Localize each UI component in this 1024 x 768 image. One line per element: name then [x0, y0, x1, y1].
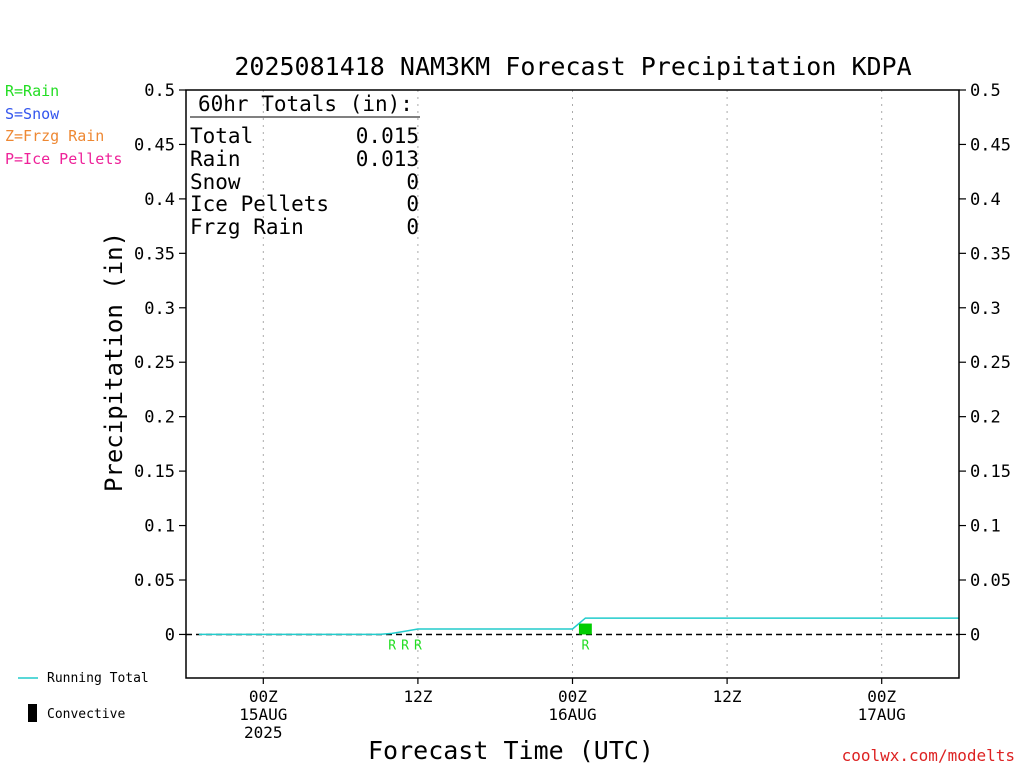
y-tick-label-right: 0.25	[970, 353, 1011, 373]
y-ticks-right: 0.5 0.45 0.4 0.35 0.3 0.25 0.2 0.15 0.1 0.05 0	[959, 81, 1011, 645]
y-tick-label-left: 0.35	[134, 244, 175, 264]
y-tick-label-right: 0.5	[970, 81, 1001, 101]
precip-type-marker: R	[581, 638, 589, 653]
legend-rain: R=Rain	[5, 82, 59, 100]
x-tick-label: 00Z	[558, 687, 587, 706]
x-tick-label: 17AUG	[858, 705, 906, 724]
y-tick-label-right: 0.2	[970, 408, 1001, 428]
totals-value-rain: 0.013	[356, 147, 419, 171]
totals-value-frzg-rain: 0	[406, 215, 419, 239]
x-tick-label: 00Z	[867, 687, 896, 706]
y-tick-label-right: 0.45	[970, 135, 1011, 155]
precip-type-marker: R	[388, 638, 396, 653]
precip-type-marker: R	[401, 638, 409, 653]
y-tick-label-left: 0.25	[134, 353, 175, 373]
totals-value-ice-pellets: 0	[406, 192, 419, 216]
x-tick-label: 12Z	[713, 687, 742, 706]
legend-frzg-rain: Z=Frzg Rain	[5, 127, 104, 145]
totals-label-snow: Snow	[190, 170, 241, 194]
x-tick-label: 15AUG	[239, 705, 287, 724]
totals-box: 60hr Totals (in): Total 0.015 Rain 0.013…	[190, 92, 420, 239]
totals-label-rain: Rain	[190, 147, 241, 171]
y-tick-label-right: 0.35	[970, 244, 1011, 264]
y-tick-label-left: 0.05	[134, 571, 175, 591]
convective-bars	[578, 623, 592, 635]
y-tick-label-right: 0.15	[970, 462, 1011, 482]
x-tick-label: 2025	[244, 723, 283, 742]
x-tick-label: 12Z	[403, 687, 432, 706]
precip-type-marker: R	[414, 638, 422, 653]
convective-legend-swatch	[28, 704, 37, 722]
running-total-line	[198, 617, 959, 636]
totals-value-snow: 0	[406, 170, 419, 194]
y-axis-label: Precipitation (in)	[100, 232, 128, 492]
convective-legend-label: Convective	[47, 707, 125, 722]
legend-ice-pellets: P=Ice Pellets	[5, 150, 122, 168]
totals-label-frzg-rain: Frzg Rain	[190, 215, 304, 239]
y-tick-label-left: 0.3	[144, 299, 175, 319]
totals-value-total: 0.015	[356, 124, 419, 148]
y-tick-label-left: 0.4	[144, 190, 175, 210]
legend-snow: S=Snow	[5, 105, 60, 123]
y-tick-label-left: 0.45	[134, 135, 175, 155]
y-tick-label-left: 0.15	[134, 462, 175, 482]
y-tick-label-right: 0.3	[970, 299, 1001, 319]
x-axis-label: Forecast Time (UTC)	[368, 736, 654, 765]
y-tick-label-left: 0	[165, 625, 175, 645]
x-tick-label: 00Z	[249, 687, 278, 706]
y-tick-label-right: 0	[970, 625, 980, 645]
y-tick-label-right: 0.1	[970, 517, 1001, 537]
y-tick-label-right: 0.4	[970, 190, 1001, 210]
totals-header: 60hr Totals (in):	[198, 92, 413, 116]
chart-title: 2025081418 NAM3KM Forecast Precipitation…	[234, 52, 911, 81]
y-ticks-left: 0.5 0.45 0.4 0.35 0.3 0.25 0.2 0.15 0.1 0.05 0	[134, 81, 186, 645]
y-tick-label-left: 0.5	[144, 81, 175, 101]
credit-text: coolwx.com/modelts	[842, 746, 1015, 765]
totals-label-ice-pellets: Ice Pellets	[190, 192, 329, 216]
totals-label-total: Total	[190, 124, 253, 148]
precip-bar	[578, 623, 592, 635]
y-tick-label-left: 0.2	[144, 408, 175, 428]
x-tick-label: 16AUG	[548, 705, 596, 724]
y-tick-label-left: 0.1	[144, 517, 175, 537]
grid-lines	[262, 90, 883, 678]
plot-frame	[185, 89, 960, 679]
y-tick-label-right: 0.05	[970, 571, 1011, 591]
running-total-legend-label: Running Total	[47, 671, 149, 686]
